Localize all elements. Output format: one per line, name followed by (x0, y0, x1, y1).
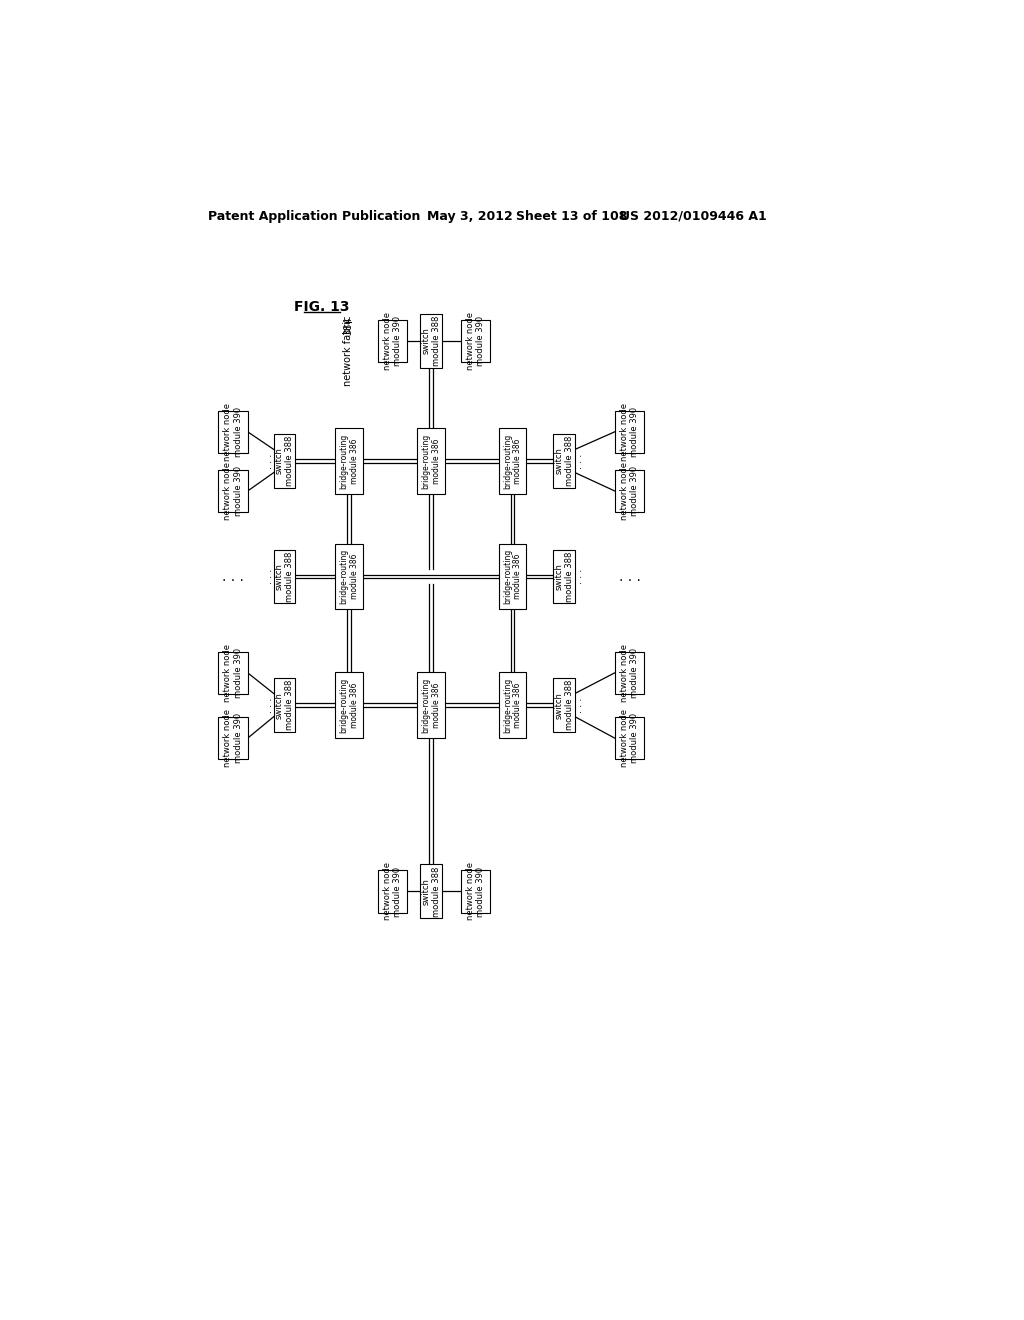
Text: Patent Application Publication: Patent Application Publication (208, 210, 420, 223)
Text: switch
module 388: switch module 388 (274, 680, 294, 730)
Text: . . .: . . . (574, 569, 585, 585)
FancyBboxPatch shape (499, 672, 526, 738)
Text: network node
module 390: network node module 390 (620, 644, 639, 702)
FancyBboxPatch shape (420, 865, 441, 919)
FancyBboxPatch shape (218, 470, 248, 512)
FancyBboxPatch shape (461, 870, 490, 912)
FancyBboxPatch shape (273, 678, 295, 733)
FancyBboxPatch shape (614, 652, 644, 694)
FancyBboxPatch shape (218, 717, 248, 759)
Text: network node
module 390: network node module 390 (383, 862, 402, 920)
Text: switch
module 388: switch module 388 (554, 436, 573, 486)
FancyBboxPatch shape (218, 652, 248, 694)
FancyBboxPatch shape (461, 319, 490, 362)
Text: . . .: . . . (222, 569, 244, 583)
Text: bridge-routing
module 386: bridge-routing module 386 (503, 549, 522, 605)
FancyBboxPatch shape (336, 428, 364, 494)
FancyBboxPatch shape (273, 434, 295, 488)
Text: bridge-routing
module 386: bridge-routing module 386 (503, 433, 522, 488)
Text: switch
module 388: switch module 388 (274, 552, 294, 602)
FancyBboxPatch shape (417, 672, 444, 738)
FancyBboxPatch shape (417, 428, 444, 494)
Text: switch
module 388: switch module 388 (421, 866, 440, 916)
Text: . . .: . . . (264, 697, 274, 713)
FancyBboxPatch shape (499, 428, 526, 494)
Text: switch
module 388: switch module 388 (274, 436, 294, 486)
Text: network node
module 390: network node module 390 (466, 862, 485, 920)
FancyBboxPatch shape (378, 870, 407, 912)
FancyBboxPatch shape (218, 411, 248, 453)
FancyBboxPatch shape (420, 314, 441, 368)
Text: bridge-routing
module 386: bridge-routing module 386 (340, 433, 359, 488)
Text: FIG. 13: FIG. 13 (294, 300, 349, 314)
FancyBboxPatch shape (614, 717, 644, 759)
Text: network node
module 390: network node module 390 (466, 312, 485, 370)
Text: network node
module 390: network node module 390 (620, 462, 639, 520)
Text: . . .: . . . (618, 569, 640, 583)
Text: bridge-routing
module 386: bridge-routing module 386 (503, 677, 522, 733)
Text: bridge-routing
module 386: bridge-routing module 386 (340, 549, 359, 605)
Text: switch
module 388: switch module 388 (554, 680, 573, 730)
Text: . . .: . . . (574, 453, 585, 469)
Text: Sheet 13 of 108: Sheet 13 of 108 (515, 210, 627, 223)
Text: bridge-routing
module 386: bridge-routing module 386 (421, 677, 440, 733)
Text: network fabric: network fabric (343, 313, 353, 387)
Text: network node
module 390: network node module 390 (223, 709, 243, 767)
FancyBboxPatch shape (336, 544, 364, 610)
FancyBboxPatch shape (499, 544, 526, 610)
Text: network node
module 390: network node module 390 (223, 403, 243, 461)
Text: network node
module 390: network node module 390 (223, 462, 243, 520)
Text: . . .: . . . (264, 569, 274, 585)
FancyBboxPatch shape (336, 672, 364, 738)
Text: US 2012/0109446 A1: US 2012/0109446 A1 (620, 210, 766, 223)
Text: switch
module 388: switch module 388 (554, 552, 573, 602)
Text: switch
module 388: switch module 388 (421, 315, 440, 366)
FancyBboxPatch shape (553, 434, 574, 488)
Text: network node
module 390: network node module 390 (383, 312, 402, 370)
Text: bridge-routing
module 386: bridge-routing module 386 (340, 677, 359, 733)
FancyBboxPatch shape (378, 319, 407, 362)
Text: May 3, 2012: May 3, 2012 (427, 210, 513, 223)
Text: bridge-routing
module 386: bridge-routing module 386 (421, 433, 440, 488)
Text: network node
module 390: network node module 390 (223, 644, 243, 702)
FancyBboxPatch shape (614, 470, 644, 512)
Text: network node
module 390: network node module 390 (620, 403, 639, 461)
Text: . . .: . . . (264, 453, 274, 469)
FancyBboxPatch shape (614, 411, 644, 453)
Text: 384: 384 (343, 317, 353, 335)
Text: . . .: . . . (574, 697, 585, 713)
FancyBboxPatch shape (273, 549, 295, 603)
FancyBboxPatch shape (553, 678, 574, 733)
FancyBboxPatch shape (553, 549, 574, 603)
Text: network node
module 390: network node module 390 (620, 709, 639, 767)
